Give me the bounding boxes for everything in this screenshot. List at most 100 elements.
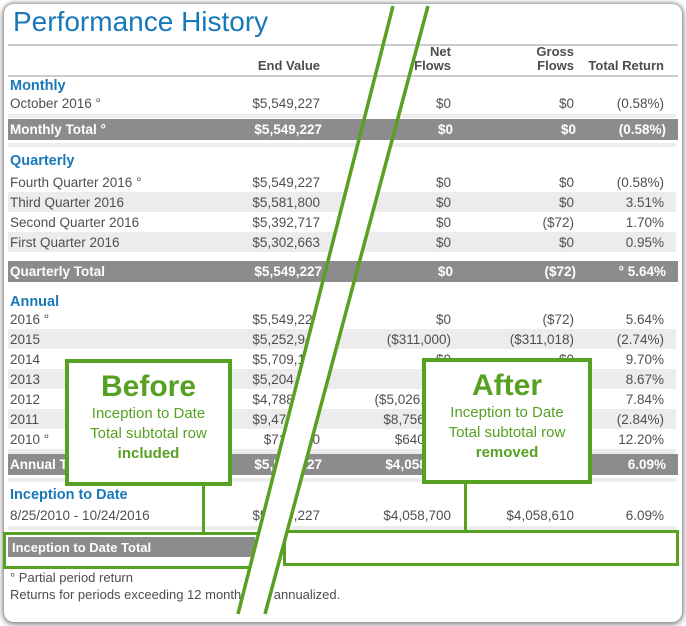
before-callout-title: Before bbox=[100, 370, 197, 403]
before-callout-line1: Inception to Date bbox=[91, 405, 206, 422]
total-return-cell: (0.58%) bbox=[616, 174, 664, 190]
gross-flows-cell: $0 bbox=[558, 95, 574, 111]
row-label: 2014 bbox=[10, 351, 41, 367]
total-return-cell: 7.84% bbox=[625, 391, 664, 407]
net-flows-cell: $0 bbox=[437, 122, 453, 137]
net-flows-column-header: Net Flows bbox=[414, 44, 451, 73]
end-value-cell: $5,549,227 bbox=[252, 95, 320, 111]
section-heading-quarterly: Quarterly bbox=[10, 153, 75, 169]
end-value-column-header: End Value bbox=[257, 58, 320, 73]
after-callout-line1: Inception to Date bbox=[450, 404, 564, 421]
section-heading-monthly: Monthly bbox=[10, 78, 66, 94]
end-value-cell: $5,549,227 bbox=[254, 264, 322, 279]
total-row-label: Monthly Total ° bbox=[10, 122, 106, 137]
total-return-cell: (2.84%) bbox=[616, 411, 664, 427]
table-row: 2016 ° $5,549,227 $0 ($72) 5.64% bbox=[8, 309, 676, 329]
after-callout-connector bbox=[464, 484, 467, 532]
section-heading-annual: Annual bbox=[10, 294, 60, 310]
table-row: 8/25/2010 - 10/24/2016 $5,549,227 $4,058… bbox=[8, 505, 676, 525]
before-highlight-outline bbox=[3, 532, 269, 569]
gross-flows-cell: ($311,018) bbox=[509, 331, 574, 347]
net-flows-cell: $0 bbox=[435, 95, 451, 111]
before-callout-connector bbox=[202, 486, 205, 533]
total-row-label: Inception to Date Total bbox=[12, 539, 152, 555]
total-return-column-header: Total Return bbox=[588, 58, 664, 73]
gross-flows-cell: ($72) bbox=[542, 311, 574, 327]
monthly-total-row: Monthly Total ° $5,549,227 $0 $0 (0.58%) bbox=[8, 119, 678, 140]
end-value-cell: $5,549,227 bbox=[252, 311, 320, 327]
net-flows-cell: $0 bbox=[435, 194, 451, 210]
total-return-cell: (0.58%) bbox=[618, 122, 666, 137]
gross-flows-cell: $0 bbox=[558, 234, 574, 250]
table-row: Third Quarter 2016 $5,581,800 $0 $0 3.51… bbox=[8, 192, 676, 212]
footnote-annualized: Returns for periods exceeding 12 months … bbox=[10, 587, 341, 602]
row-label: Third Quarter 2016 bbox=[10, 194, 125, 210]
row-label: 2016 ° bbox=[10, 311, 50, 327]
after-callout-line2: Total subtotal row bbox=[448, 424, 566, 441]
before-callout-line2: Total subtotal row bbox=[90, 425, 207, 442]
after-highlight-outline bbox=[283, 530, 679, 566]
total-return-cell: 9.70% bbox=[625, 351, 664, 367]
total-return-cell: 8.67% bbox=[625, 371, 664, 387]
end-value-cell: $5,581,800 bbox=[252, 194, 320, 210]
total-return-cell: 1.70% bbox=[625, 214, 664, 230]
total-return-cell: 6.09% bbox=[625, 507, 664, 523]
net-flows-cell: ($311,000) bbox=[386, 331, 451, 347]
end-value-cell: $5,302,663 bbox=[252, 234, 320, 250]
footnote-partial-period: ° Partial period return bbox=[10, 570, 133, 585]
after-callout-title: After bbox=[471, 369, 542, 402]
table-row: Second Quarter 2016 $5,392,717 $0 ($72) … bbox=[8, 212, 676, 232]
gross-flows-cell: ($72) bbox=[544, 264, 576, 279]
gross-flows-cell: $0 bbox=[560, 122, 576, 137]
end-value-cell: $5,549,227 bbox=[252, 507, 320, 523]
row-label: October 2016 ° bbox=[10, 95, 101, 111]
row-label: 2010 ° bbox=[10, 431, 50, 447]
end-value-cell: $5,549,227 bbox=[254, 122, 322, 137]
row-label: 8/25/2010 - 10/24/2016 bbox=[10, 507, 150, 523]
table-row: October 2016 ° $5,549,227 $0 $0 (0.58%) bbox=[8, 93, 676, 113]
total-return-cell: (2.74%) bbox=[616, 331, 664, 347]
end-value-cell: $5,549,227 bbox=[252, 174, 320, 190]
page-title: Performance History bbox=[13, 6, 269, 37]
row-label: 2015 bbox=[10, 331, 41, 347]
gross-flows-column-header: Gross Flows bbox=[536, 44, 574, 73]
net-flows-cell: $0 bbox=[435, 174, 451, 190]
after-callout: After Inception to Date Total subtotal r… bbox=[422, 358, 592, 484]
total-return-cell: 0.95% bbox=[625, 234, 664, 250]
section-heading-inception: Inception to Date bbox=[10, 487, 128, 503]
row-shade-strip bbox=[8, 114, 676, 118]
inception-to-date-total-row: Inception to Date Total bbox=[8, 537, 255, 557]
row-label: Second Quarter 2016 bbox=[10, 214, 140, 230]
total-row-label: Quarterly Total bbox=[10, 264, 106, 279]
row-label: 2011 bbox=[10, 411, 40, 427]
before-callout: Before Inception to Date Total subtotal … bbox=[65, 359, 232, 486]
total-return-cell: 12.20% bbox=[618, 431, 664, 447]
row-label: 2012 bbox=[10, 391, 41, 407]
net-flows-cell: $0 bbox=[437, 264, 453, 279]
total-return-cell: (0.58%) bbox=[616, 95, 664, 111]
total-return-cell: 6.09% bbox=[627, 457, 666, 472]
end-value-cell: $5,252,942 bbox=[252, 331, 320, 347]
table-row: Fourth Quarter 2016 ° $5,549,227 $0 $0 (… bbox=[8, 172, 676, 192]
row-shade-strip bbox=[8, 143, 676, 147]
row-label: 2013 bbox=[10, 371, 41, 387]
gross-flows-cell: $0 bbox=[558, 194, 574, 210]
header-divider bbox=[8, 75, 678, 77]
after-callout-emphasis: removed bbox=[475, 444, 539, 461]
net-flows-cell: $0 bbox=[435, 311, 451, 327]
gross-flows-cell: $0 bbox=[558, 174, 574, 190]
gross-flows-cell: ($72) bbox=[542, 214, 574, 230]
net-flows-cell: $0 bbox=[435, 234, 451, 250]
table-row: 2015 $5,252,942 ($311,000) ($311,018) (2… bbox=[8, 329, 676, 349]
row-label: First Quarter 2016 bbox=[10, 234, 120, 250]
end-value-cell: $5,392,717 bbox=[252, 214, 320, 230]
quarterly-total-row: Quarterly Total $5,549,227 $0 ($72) ° 5.… bbox=[8, 261, 678, 282]
gross-flows-cell: $4,058,610 bbox=[506, 507, 574, 523]
before-callout-emphasis: included bbox=[117, 445, 180, 462]
table-row: First Quarter 2016 $5,302,663 $0 $0 0.95… bbox=[8, 232, 676, 252]
total-return-cell: 3.51% bbox=[625, 194, 664, 210]
table-column-headers: End Value Net Flows Gross Flows Total Re… bbox=[8, 44, 676, 73]
total-return-cell: 5.64% bbox=[625, 311, 664, 327]
total-return-cell: ° 5.64% bbox=[618, 264, 666, 279]
